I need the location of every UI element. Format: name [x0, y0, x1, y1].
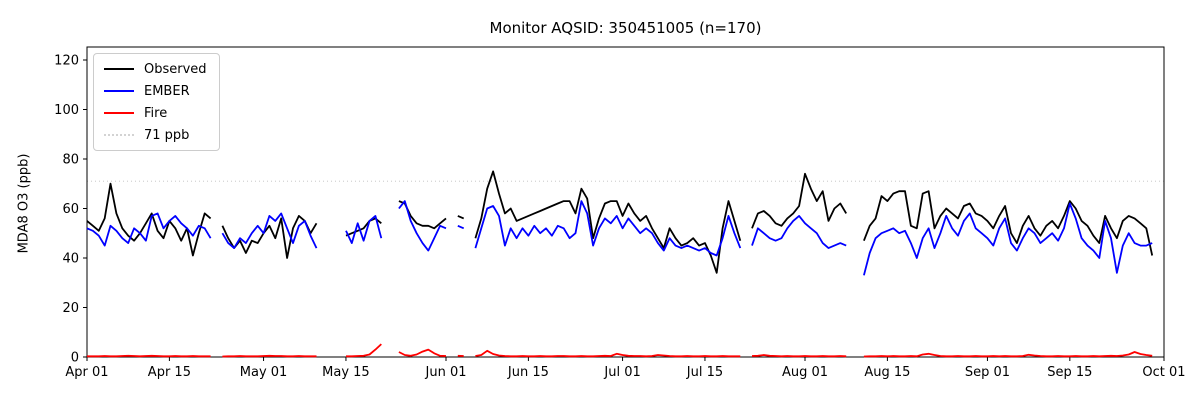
observed-line-segment: [751, 172, 847, 229]
x-tick-label: Oct 01: [1142, 365, 1185, 380]
legend-label-fire: Fire: [144, 105, 168, 121]
fire-line-segment: [751, 354, 847, 358]
y-tick-label: 0: [71, 351, 79, 366]
ember-line-segment: [457, 224, 465, 230]
legend-item-observed: Observed: [104, 61, 207, 77]
x-tick-label: Aug 01: [782, 365, 828, 380]
fire-line-segment: [87, 354, 211, 358]
y-tick-label: 100: [54, 103, 79, 118]
legend-item-fire: Fire: [104, 105, 207, 121]
chart-title: Monitor AQSID: 350451005 (n=170): [489, 19, 762, 37]
ember-line-segment: [751, 214, 847, 250]
x-tick-label: May 01: [240, 365, 288, 380]
x-tick-label: Jun 01: [425, 365, 467, 380]
ember-line-segment: [863, 202, 1153, 276]
fire-line-segment: [398, 348, 447, 357]
x-tick-label: Sep 15: [1047, 365, 1092, 380]
ember-line-segment: [345, 214, 383, 245]
y-tick-label: 20: [62, 301, 79, 316]
x-tick-label: Jul 15: [686, 365, 723, 380]
observed-line-segment: [457, 215, 465, 220]
legend-item-ember: EMBER: [104, 83, 207, 99]
x-tick-label: Apr 01: [65, 365, 108, 380]
fire-line-segment: [475, 349, 741, 358]
x-tick-label: Apr 15: [148, 365, 191, 380]
threshold-line-swatch: [104, 134, 134, 136]
ember-line-segment: [474, 200, 742, 257]
legend-item-threshold: 71 ppb: [104, 127, 207, 143]
legend-label-observed: Observed: [144, 61, 207, 77]
legend-label-ember: EMBER: [144, 83, 190, 99]
observed-line-segment: [86, 182, 212, 257]
ember-line-segment: [398, 200, 447, 252]
ember-line-segment: [221, 212, 318, 250]
ember-line-swatch: [104, 90, 134, 92]
y-tick-label: 40: [62, 251, 79, 266]
observed-line-segment: [474, 170, 742, 274]
ember-line-segment: [86, 212, 212, 247]
y-tick-label: 120: [54, 53, 79, 68]
x-tick-label: Aug 15: [864, 365, 910, 380]
x-tick-label: Jul 01: [603, 365, 640, 380]
x-tick-label: Sep 01: [965, 365, 1010, 380]
y-axis-label: MDA8 O3 (ppb): [16, 153, 32, 254]
y-tick-label: 60: [62, 202, 79, 217]
fire-line-segment: [863, 351, 1153, 358]
legend-label-threshold: 71 ppb: [144, 127, 190, 143]
fire-line-segment: [222, 354, 317, 358]
observed-line-swatch: [104, 68, 134, 70]
observed-line-segment: [863, 190, 1154, 256]
fire-line-segment: [346, 343, 382, 358]
y-tick-label: 80: [62, 152, 79, 167]
axes-frame: [86, 46, 1165, 358]
x-tick-label: May 15: [322, 365, 370, 380]
x-tick-label: Jun 15: [507, 365, 549, 380]
fire-line-swatch: [104, 112, 134, 114]
legend: Observed EMBER Fire 71 ppb: [93, 53, 220, 151]
